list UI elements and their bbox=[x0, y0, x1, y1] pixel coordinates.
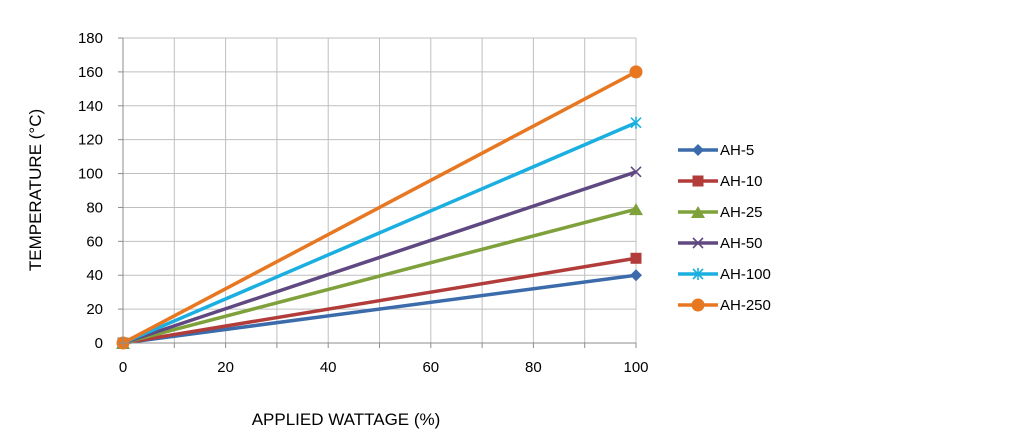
legend-label: AH-5 bbox=[720, 142, 754, 159]
x-tick-label: 40 bbox=[320, 359, 337, 376]
y-tick-label: 40 bbox=[86, 267, 103, 284]
legend-label: AH-10 bbox=[720, 173, 763, 190]
y-tick-label: 20 bbox=[86, 301, 103, 318]
y-axis-title: TEMPERATURE (°C) bbox=[26, 109, 45, 271]
x-tick-label: 0 bbox=[119, 359, 127, 376]
y-tick-label: 100 bbox=[78, 166, 103, 183]
data-point-ah-10 bbox=[630, 252, 642, 264]
legend-marker bbox=[691, 206, 705, 218]
series-line-ah-100 bbox=[122, 121, 637, 345]
legend-marker bbox=[692, 237, 704, 249]
legend-marker bbox=[692, 175, 704, 187]
legend-label: AH-250 bbox=[720, 297, 771, 314]
data-point-ah-50 bbox=[630, 166, 642, 178]
y-tick-label: 180 bbox=[78, 30, 103, 47]
data-point-ah-5 bbox=[630, 269, 642, 282]
data-point-ah-25 bbox=[629, 203, 643, 216]
y-tick-label: 120 bbox=[78, 132, 103, 149]
legend-label: AH-100 bbox=[720, 266, 771, 283]
x-tick-label: 20 bbox=[217, 359, 234, 376]
x-tick-label: 60 bbox=[422, 359, 439, 376]
y-tick-label: 160 bbox=[78, 64, 103, 81]
legend-label: AH-25 bbox=[720, 204, 763, 221]
axes: 0 20 40 60 80 100 120 140 160 180 0 20 40 60 80 100 bbox=[78, 30, 649, 376]
series-line-ah-50 bbox=[122, 170, 637, 345]
legend-label: AH-50 bbox=[720, 235, 763, 252]
legend: AH-5 AH-10 AH-25 AH-50 AH-100 AH-250 bbox=[678, 142, 771, 314]
y-tick-label: 140 bbox=[78, 98, 103, 115]
legend-item: AH-250 bbox=[678, 297, 771, 314]
legend-marker bbox=[692, 144, 704, 156]
legend-item: AH-10 bbox=[678, 173, 763, 190]
series-line-ah-5 bbox=[122, 273, 637, 345]
y-tick-label: 60 bbox=[86, 233, 103, 250]
legend-item: AH-50 bbox=[678, 235, 763, 252]
y-tick-label: 80 bbox=[86, 199, 103, 216]
data-point-ah-100 bbox=[630, 116, 642, 129]
legend-marker-stroke bbox=[692, 237, 704, 249]
x-axis-title: APPLIED WATTAGE (%) bbox=[252, 410, 441, 429]
data-point-ah-50-stroke bbox=[630, 166, 642, 178]
y-tick-label: 0 bbox=[95, 335, 103, 352]
x-tick-label: 80 bbox=[525, 359, 542, 376]
data-point-ah-250 bbox=[629, 65, 643, 79]
legend-marker bbox=[692, 268, 704, 280]
series-line-ah-25 bbox=[122, 207, 637, 345]
series-line-ah-10 bbox=[122, 256, 637, 345]
x-tick-label: 100 bbox=[623, 359, 648, 376]
legend-marker bbox=[691, 298, 705, 312]
series-line-ah-250 bbox=[122, 70, 637, 345]
grid bbox=[123, 37, 637, 343]
legend-item: AH-25 bbox=[678, 204, 763, 221]
legend-item: AH-100 bbox=[678, 266, 771, 283]
legend-item: AH-5 bbox=[678, 142, 754, 159]
